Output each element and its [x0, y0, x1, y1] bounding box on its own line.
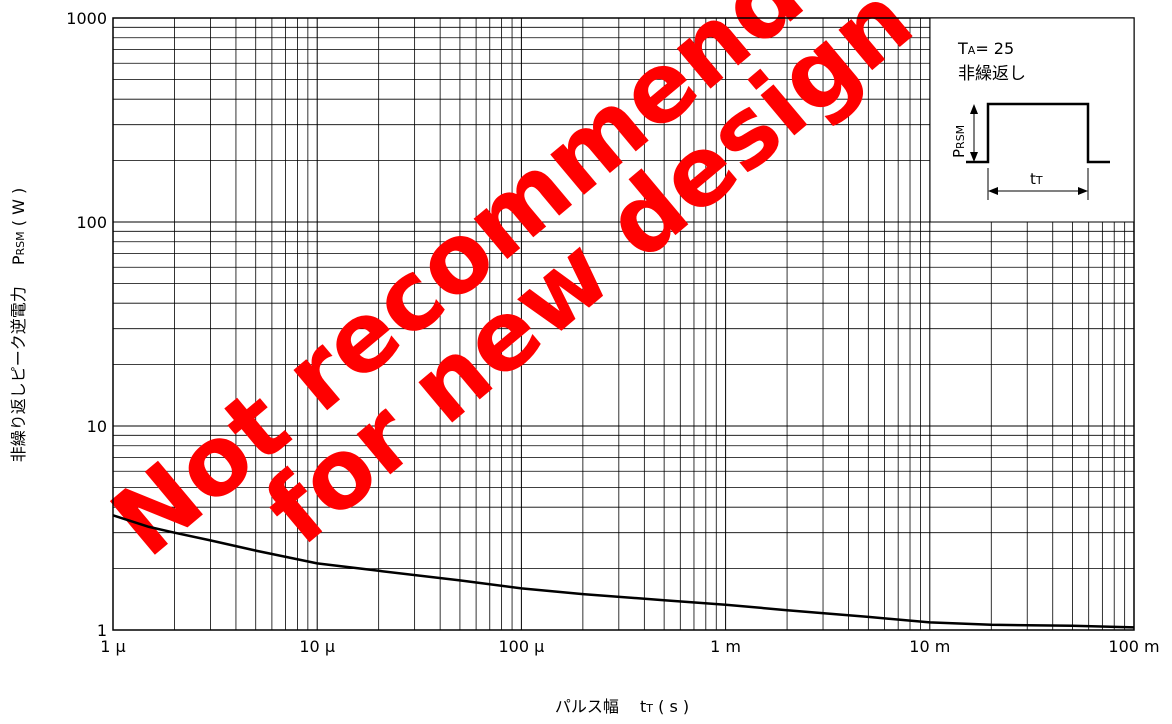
inset-box: TA= 25 非繰返し PRSM tT — [929, 17, 1135, 223]
pulse-width-label: tT — [1030, 170, 1043, 188]
inset-background — [929, 17, 1135, 223]
series-line — [112, 514, 1135, 629]
pulse-height-arrowhead-top — [970, 104, 978, 114]
y-axis-title-symbol: P — [9, 255, 28, 265]
pulse-width-label-t: t — [1030, 170, 1036, 188]
pulse-height-label-p: P — [950, 149, 968, 158]
pulse-width-arrowhead-left — [988, 187, 998, 195]
x-tick-label: 10 m — [909, 637, 950, 656]
y-axis-title-main: 非繰り返しピーク逆電力 — [9, 286, 28, 462]
y-axis-title-unit: ( W ) — [9, 188, 28, 226]
x-tick-label: 100 m — [1108, 637, 1159, 656]
y-tick-labels: 1 10 100 1000 — [66, 9, 107, 640]
pulse-width-label-sub: T — [1035, 174, 1043, 187]
x-axis-title: パルス幅 tT ( s ) — [555, 697, 689, 716]
pulse-height-arrowhead-bottom — [970, 152, 978, 162]
y-tick-label: 100 — [76, 213, 107, 232]
plot-frame — [112, 17, 1135, 631]
y-tick-label: 1 — [97, 621, 107, 640]
x-tick-labels: 1 μ 10 μ 100 μ 1 m 10 m 100 m — [100, 637, 1159, 656]
x-axis-title-sub: T — [645, 702, 653, 715]
pulse-waveform — [966, 102, 1110, 164]
x-axis-title-symbol: t — [640, 697, 646, 716]
x-axis-title-unit: ( s ) — [658, 697, 689, 716]
x-tick-label: 10 μ — [299, 637, 335, 656]
x-tick-label: 1 μ — [100, 637, 125, 656]
inset-condition: TA= 25 — [957, 39, 1014, 58]
inset-subtitle: 非繰返し — [958, 64, 1026, 84]
inset-condition-sub: A — [968, 44, 976, 57]
y-axis-title-sub: RSM — [14, 231, 27, 255]
y-axis-title: 非繰り返しピーク逆電力 PRSM ( W ) — [9, 188, 28, 462]
series-curve — [112, 514, 1135, 629]
pulse-height-label-sub: RSM — [954, 125, 967, 149]
grid-lines — [112, 18, 1134, 631]
x-tick-label: 100 μ — [498, 637, 544, 656]
x-axis-title-main: パルス幅 — [555, 697, 619, 716]
pulse-width-arrowhead-right — [1078, 187, 1088, 195]
inset-condition-value: = 25 — [975, 39, 1014, 58]
pulse-height-label: PRSM — [950, 125, 968, 158]
y-tick-label: 1000 — [66, 9, 107, 28]
x-tick-label: 1 m — [710, 637, 741, 656]
inset-condition-t: T — [957, 39, 968, 58]
y-tick-label: 10 — [87, 417, 107, 436]
